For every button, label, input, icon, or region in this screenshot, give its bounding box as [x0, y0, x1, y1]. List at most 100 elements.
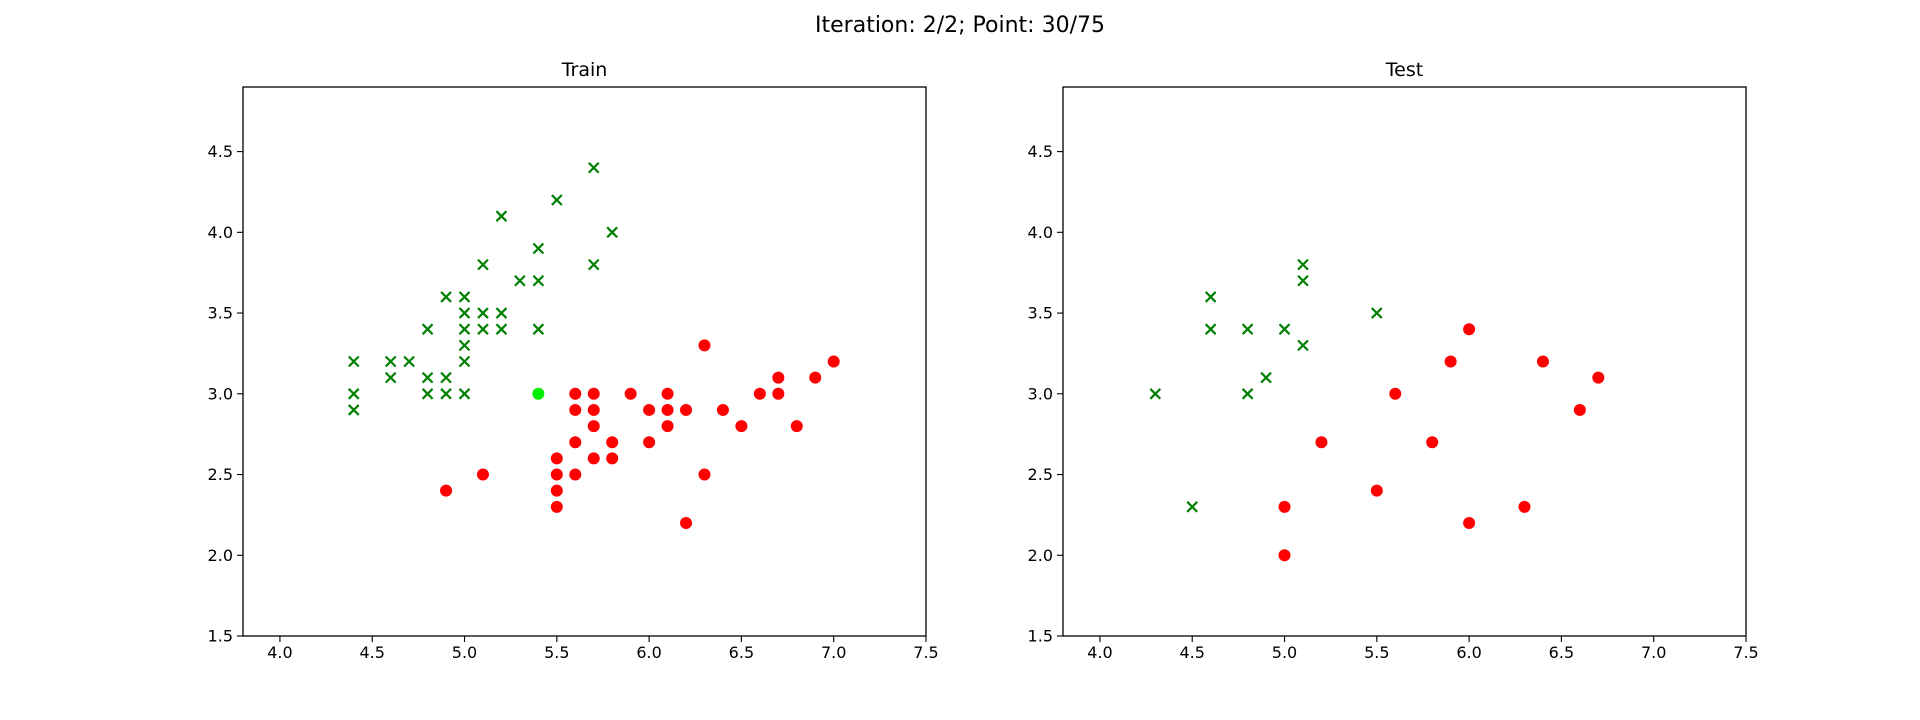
- test-plot-marks: [1149, 258, 1605, 562]
- train-plot-point-o: [550, 500, 563, 513]
- figure-suptitle: Iteration: 2/2; Point: 30/75: [815, 13, 1105, 38]
- train-plot-point-o: [606, 436, 619, 449]
- test-plot-y-tick-label: 3.0: [1028, 384, 1053, 403]
- train-plot-point-x: [532, 242, 545, 255]
- test-plot-x-tick-label: 4.5: [1179, 643, 1204, 662]
- train-plot-point-x: [532, 323, 545, 335]
- test-plot-point-o: [1444, 355, 1457, 368]
- test-plot: Test 4.0 4.5 5.0 5.5 6.0 6.5 7.0 7.5 1.5 2.0 2.5 3.…: [1028, 59, 1759, 662]
- test-plot-point-o: [1315, 436, 1328, 449]
- test-plot-point-x: [1204, 291, 1217, 303]
- train-plot-point-o: [790, 420, 803, 433]
- train-plot-x-tick-label: 7.0: [821, 643, 846, 662]
- test-plot-point-o: [1463, 323, 1476, 336]
- train-plot-point-o: [550, 484, 563, 497]
- train-plot-point-o: [569, 468, 582, 481]
- test-plot-point-x: [1204, 323, 1217, 335]
- train-plot-point-o: [661, 420, 674, 433]
- test-plot-point-x: [1297, 274, 1309, 287]
- train-plot-y-tick-label: 4.0: [208, 223, 233, 242]
- train-plot-x-tick-label: 6.0: [636, 643, 661, 662]
- train-plot-marks: [347, 161, 840, 529]
- test-plot-point-o: [1426, 436, 1439, 449]
- train-plot-point-o: [624, 387, 637, 400]
- train-plot-point-x: [551, 194, 563, 206]
- test-plot-point-o: [1573, 403, 1586, 416]
- train-plot-point-o: [550, 468, 563, 481]
- train-plot-point-o: [587, 387, 600, 400]
- test-plot-point-o: [1592, 371, 1605, 384]
- train-plot-frame: [242, 86, 927, 637]
- train-plot-x-tick-label: 5.5: [544, 643, 569, 662]
- test-plot-point-x: [1241, 323, 1254, 335]
- train-plot-point-o: [476, 468, 489, 481]
- test-plot-point-o: [1463, 516, 1476, 529]
- train-plot-point-o: [587, 452, 600, 465]
- train-plot-point-x: [347, 404, 360, 416]
- test-plot-x-tick-label: 7.5: [1733, 643, 1758, 662]
- train-plot-point-o: [587, 403, 600, 416]
- train-plot-point-o: [440, 484, 453, 497]
- train-plot-point-o: [661, 387, 674, 400]
- train-plot-x-tick-label: 5.0: [452, 643, 477, 662]
- train-plot-point-o: [809, 371, 822, 384]
- train-plot-point-x: [421, 371, 434, 384]
- train-plot-point-x: [514, 274, 526, 287]
- train-plot-x-tick-label: 6.5: [729, 643, 754, 662]
- train-plot-y-tick-label: 2.0: [208, 546, 233, 565]
- train-plot-point-o: [680, 516, 693, 529]
- train-plot-point-o: [643, 403, 656, 416]
- train-plot-point-x: [458, 339, 471, 352]
- train-plot-point-x: [495, 323, 508, 335]
- train-plot-point-x: [606, 226, 618, 239]
- train-plot-title: Train: [561, 59, 608, 81]
- test-plot-y-tick-label: 3.5: [1028, 304, 1053, 323]
- train-plot-point-o: [569, 436, 582, 449]
- test-plot-x-tick-label: 6.5: [1549, 643, 1574, 662]
- test-plot-point-o: [1518, 500, 1531, 513]
- test-plot-point-x: [1260, 371, 1272, 384]
- train-plot-point-x: [347, 388, 360, 400]
- train-plot-point-o: [772, 387, 785, 400]
- train-plot-point-o: [606, 452, 619, 465]
- train-plot-point-o: [827, 355, 840, 368]
- train-plot-point-x: [458, 388, 471, 400]
- test-plot-x-tick-label: 5.0: [1272, 643, 1297, 662]
- test-plot-point-o: [1389, 387, 1402, 400]
- train-plot-point-o: [587, 420, 600, 433]
- train-plot-highlight-point: [532, 387, 545, 400]
- train-plot-x-tick-label: 4.0: [267, 643, 292, 662]
- train-plot-point-o: [569, 387, 582, 400]
- test-plot-x-tick-label: 5.5: [1364, 643, 1389, 662]
- test-plot-point-o: [1278, 549, 1291, 562]
- train-plot-y-tick-label: 3.0: [208, 384, 233, 403]
- train-plot-point-x: [477, 323, 489, 335]
- test-plot-ticks: 4.0 4.5 5.0 5.5 6.0 6.5 7.0 7.5 1.5 2.0 2.5 3.0 3.5 4…: [1028, 142, 1759, 662]
- test-plot-y-tick-label: 2.5: [1028, 465, 1053, 484]
- test-plot-x-tick-label: 7.0: [1641, 643, 1666, 662]
- train-plot-point-o: [716, 403, 729, 416]
- train-plot-y-tick-label: 3.5: [208, 304, 233, 323]
- train-plot-point-o: [772, 371, 785, 384]
- train-plot-point-x: [440, 371, 452, 384]
- train-plot-y-tick-label: 1.5: [208, 627, 233, 646]
- train-plot-point-x: [403, 355, 415, 368]
- test-plot-point-o: [1278, 500, 1291, 513]
- train-plot-point-o: [753, 387, 766, 400]
- test-plot-x-tick-label: 4.0: [1087, 643, 1112, 662]
- test-plot-point-o: [1536, 355, 1549, 368]
- test-plot-point-x: [1371, 307, 1383, 319]
- test-plot-x-tick-label: 6.0: [1456, 643, 1481, 662]
- train-plot-point-o: [643, 436, 656, 449]
- train-plot-point-o: [698, 468, 711, 481]
- test-plot-point-x: [1278, 323, 1291, 335]
- test-plot-point-x: [1297, 258, 1309, 271]
- train-plot-point-x: [495, 210, 508, 222]
- train-plot-point-x: [458, 355, 471, 368]
- test-plot-y-tick-label: 4.0: [1028, 223, 1053, 242]
- test-plot-point-x: [1241, 388, 1254, 400]
- train-plot-point-x: [384, 371, 397, 384]
- test-plot-point-x: [1186, 501, 1198, 513]
- train-plot-point-o: [680, 403, 693, 416]
